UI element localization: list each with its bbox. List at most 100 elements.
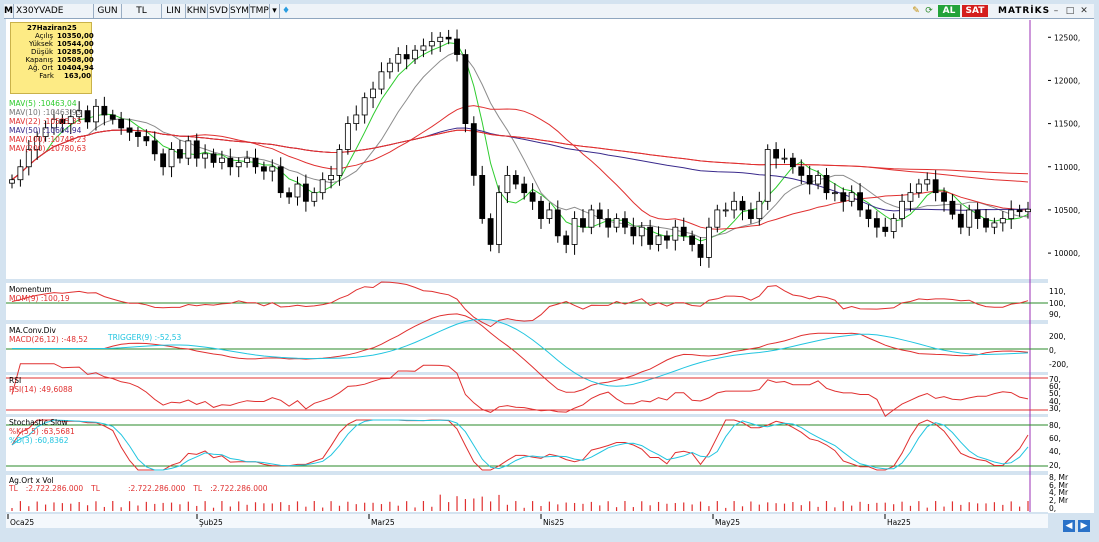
candle	[739, 200, 746, 211]
volume-bar	[649, 505, 651, 511]
candle	[470, 123, 477, 176]
volume-bar	[439, 494, 441, 511]
month-label: Mar25	[371, 518, 395, 527]
price-tick-label: 12000,	[1054, 76, 1080, 85]
scale-button[interactable]: LIN	[162, 4, 186, 18]
volume-bar	[422, 501, 425, 511]
macd-line	[12, 313, 1029, 393]
month-label: Oca25	[10, 518, 34, 527]
volume-bar	[196, 505, 198, 511]
svd-button[interactable]: SVD	[208, 4, 230, 18]
tmp-button[interactable]: TMP	[250, 4, 270, 18]
candle	[563, 235, 570, 245]
dropdown-icon[interactable]: ▾	[270, 4, 280, 18]
volume-bar	[154, 503, 156, 511]
candle	[151, 140, 158, 155]
candle	[160, 153, 167, 168]
candle	[25, 149, 32, 168]
close-icon[interactable]: ✕	[1080, 6, 1088, 16]
candle	[966, 209, 973, 228]
stoch-panel[interactable]	[6, 417, 1048, 471]
currency-button[interactable]: TL	[122, 4, 162, 18]
volume-bar	[380, 504, 383, 511]
scroll-right-icon[interactable]: ▶	[1078, 520, 1090, 532]
volume-bar	[1019, 506, 1021, 511]
rsi-panel[interactable]	[6, 375, 1048, 414]
volume-bar	[834, 507, 836, 511]
volume-bar	[926, 507, 928, 511]
candle	[512, 174, 519, 185]
stoch-tick-label: 80,	[1049, 421, 1061, 430]
rsi-title: RSI	[9, 376, 22, 385]
khn-button[interactable]: KHN	[186, 4, 208, 18]
volume-bar	[733, 501, 735, 511]
volume-bar	[657, 501, 660, 511]
twitter-icon[interactable]: ♦	[281, 6, 291, 16]
volume-bar	[741, 506, 744, 511]
candle	[101, 105, 108, 116]
volume-legend: TL:2.722.286.000 TL:2.722.286.000 TL:2.722…	[9, 484, 268, 493]
candle	[622, 218, 628, 228]
rsi-tick-label: 40,	[1049, 397, 1061, 406]
candle	[67, 116, 74, 125]
candle	[781, 157, 788, 160]
volume-bar	[95, 501, 97, 511]
candle	[831, 192, 838, 195]
mav50-line	[11, 127, 1029, 212]
volume-bar	[364, 502, 366, 511]
buy-button[interactable]: AL	[938, 5, 960, 17]
volume-bar	[935, 501, 937, 511]
volume-bar	[103, 506, 105, 511]
volume-bar	[162, 502, 164, 511]
sym-button[interactable]: SYM	[230, 4, 250, 18]
volume-bar	[448, 502, 450, 511]
volume-bar	[775, 503, 777, 511]
volume-bar	[70, 503, 72, 511]
momentum-panel[interactable]	[6, 283, 1048, 320]
volume-bar	[28, 506, 30, 511]
volume-bar	[271, 503, 273, 511]
volume-title: Ag.Ort x Vol	[9, 476, 54, 485]
candle	[605, 218, 612, 228]
candle	[118, 118, 125, 129]
candle	[395, 54, 402, 64]
maximize-icon[interactable]: □	[1065, 6, 1075, 16]
candle	[319, 179, 326, 194]
candle	[34, 136, 41, 150]
candle	[865, 209, 872, 219]
price-tick-label: 12500,	[1054, 33, 1080, 42]
period-button[interactable]: GUN	[94, 4, 122, 18]
candle	[202, 153, 209, 159]
pencil-icon[interactable]: ✎	[912, 6, 920, 16]
volume-bar	[414, 507, 416, 511]
candle	[697, 244, 704, 258]
volume-bar	[909, 505, 912, 511]
sell-button[interactable]: SAT	[962, 5, 988, 17]
candle	[773, 149, 780, 159]
candle	[286, 192, 293, 198]
candle	[899, 200, 905, 219]
volume-bar	[758, 504, 760, 511]
refresh-icon[interactable]: ⟳	[925, 6, 933, 16]
scroll-left-icon[interactable]: ◀	[1063, 520, 1075, 532]
minimize-icon[interactable]: –	[1053, 6, 1059, 16]
volume-bar	[431, 506, 433, 511]
volume-bar	[187, 501, 189, 511]
candle	[747, 209, 754, 219]
candle	[126, 127, 133, 133]
volume-tick-label: 4, Mr	[1049, 488, 1069, 497]
symbol-selector[interactable]: X30YVADE	[14, 4, 94, 18]
volume-bar	[632, 507, 634, 511]
volume-bar	[481, 496, 483, 511]
candle	[932, 179, 939, 194]
candle	[1025, 208, 1031, 213]
menu-icon[interactable]: M	[4, 4, 14, 18]
volume-bar	[540, 506, 542, 511]
info-row: Fark 163,00	[39, 72, 91, 80]
volume-bar	[170, 502, 173, 511]
volume-bar	[246, 504, 248, 511]
legend-mav10: MAV(10) :10463,93	[9, 108, 82, 117]
volume-bar	[288, 504, 290, 511]
volume-bar	[406, 501, 408, 511]
